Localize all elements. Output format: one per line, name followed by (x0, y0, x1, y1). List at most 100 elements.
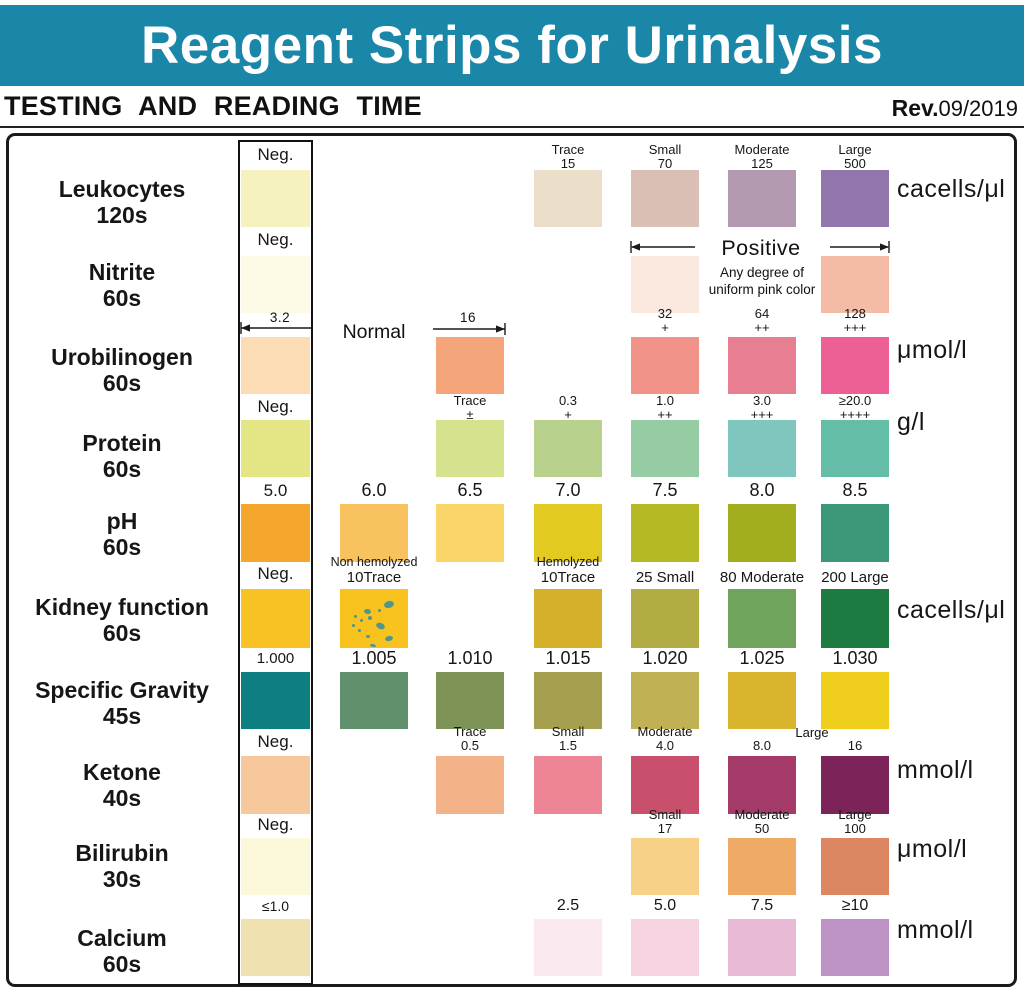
neg-pad-bilirubin (241, 838, 310, 895)
swatch-label-line: 2.5 (556, 897, 580, 914)
neg-pad-protein (241, 420, 310, 477)
header-divider (0, 126, 1024, 128)
swatch-nitrite-col5 (821, 256, 889, 313)
blood-speckle (358, 629, 361, 632)
swatch-label-line: 64 (754, 306, 770, 321)
swatch-label-line: ++ (657, 407, 673, 422)
swatch-protein-col3 (631, 420, 699, 477)
swatch-urobilinogen-col4 (728, 337, 796, 394)
swatch-kidney-function-col4 (728, 589, 796, 648)
swatch-label-line: 8.0 (752, 738, 772, 753)
swatch-label-line: 1.0 (655, 393, 675, 408)
swatch-label-line: Trace (551, 142, 585, 157)
test-name-protein: Protein 60s (82, 430, 162, 482)
unit-bilirubin: μmol/l (897, 835, 968, 863)
swatch-label-line: Hemolyzed (536, 555, 600, 569)
neg-pad-kidney-function (241, 589, 310, 648)
neg-pad-urobilinogen (241, 337, 310, 394)
neg-label-specific-gravity: 1.000 (256, 650, 295, 667)
swatch-label-protein-col5: ≥20.0 ++++ (790, 394, 920, 422)
swatch-label-line: 3.0 (752, 393, 772, 408)
unit-leukocytes: cacells/μl (897, 175, 1006, 203)
test-name-ketone: Ketone 40s (83, 759, 161, 811)
swatch-label-line: Trace (453, 724, 487, 739)
swatch-ph-col0 (340, 504, 408, 562)
swatch-label-ph-col4: 8.0 (697, 481, 827, 500)
swatch-label-line: 1.030 (832, 648, 878, 668)
swatch-bilirubin-col5 (821, 838, 889, 895)
revision-label: Rev. (891, 95, 939, 121)
swatch-bilirubin-col3 (631, 838, 699, 895)
swatch-label-line: 15 (560, 156, 576, 171)
swatch-label-line: 6.0 (361, 480, 387, 500)
swatch-label-line: 4.0 (655, 738, 675, 753)
swatch-label-line: ± (466, 407, 474, 422)
swatch-bilirubin-col4 (728, 838, 796, 895)
test-name-specific-gravity: Specific Gravity 45s (35, 677, 209, 729)
swatch-label-line: +++ (750, 407, 774, 422)
swatch-label-line: 7.5 (750, 897, 774, 914)
swatch-label-ketone-col4: 8.0 (697, 725, 827, 753)
swatch-label-line: 1.5 (558, 738, 578, 753)
swatch-leukocytes-col4 (728, 170, 796, 227)
swatch-label-calcium-col5: ≥10 (790, 897, 920, 915)
swatch-ph-col4 (728, 504, 796, 562)
swatch-label-line: Large (838, 142, 872, 157)
swatch-label-line: Small (551, 724, 585, 739)
swatch-label-line (790, 725, 920, 739)
swatch-kidney-function-col2 (534, 589, 602, 648)
blood-speckle (384, 635, 394, 642)
blood-speckle (368, 616, 372, 620)
neg-pad-calcium (241, 919, 310, 976)
neg-label-nitrite: Neg. (257, 230, 294, 249)
swatch-label-line: Non hemolyzed (330, 555, 418, 569)
swatch-label-bilirubin-col3: Small 17 (600, 808, 730, 836)
swatch-label-specific-gravity-col0: 1.005 (309, 649, 439, 668)
swatch-ketone-col3 (631, 756, 699, 814)
swatch-label-line: 200 Large (821, 568, 889, 586)
swatch-label-line: Moderate (734, 142, 790, 157)
swatch-label-calcium-col3: 5.0 (600, 897, 730, 915)
swatch-label-line: 32 (657, 306, 673, 321)
swatch-label-calcium-col2: 2.5 (503, 897, 633, 915)
swatch-protein-col4 (728, 420, 796, 477)
swatch-label-specific-gravity-col4: 1.025 (697, 649, 827, 668)
swatch-label-specific-gravity-col5: 1.030 (790, 649, 920, 668)
swatch-label-specific-gravity-col1: 1.010 (405, 649, 535, 668)
neg-label-kidney-function: Neg. (257, 564, 294, 583)
swatch-kidney-function-col5 (821, 589, 889, 648)
blood-speckle (354, 615, 357, 618)
neg-pad-specific-gravity (241, 672, 310, 729)
swatch-label-bilirubin-col5: Large 100 (790, 808, 920, 836)
test-name-urobilinogen: Urobilinogen 60s (51, 344, 193, 396)
neg-label-ketone: Neg. (257, 732, 294, 751)
test-name-kidney-function: Kidney function 60s (35, 594, 209, 646)
swatch-label-leukocytes-col2: Trace 15 (503, 143, 633, 171)
swatch-label-line: 10Trace (540, 568, 596, 586)
swatch-calcium-col2 (534, 919, 602, 976)
test-name-nitrite: Nitrite 60s (88, 259, 156, 311)
swatch-label-line: 8.0 (749, 480, 775, 500)
swatch-protein-col1 (436, 420, 504, 477)
swatch-label-line: 7.0 (555, 480, 581, 500)
swatch-specific-gravity-col3 (631, 672, 699, 729)
swatch-ph-col5 (821, 504, 889, 562)
swatch-protein-col2 (534, 420, 602, 477)
unit-ketone: mmol/l (897, 756, 974, 784)
swatch-specific-gravity-col1 (436, 672, 504, 729)
swatch-label-ph-col1: 6.5 (405, 481, 535, 500)
swatch-label-line: 80 Moderate (719, 568, 805, 586)
swatch-specific-gravity-col5 (821, 672, 889, 729)
swatch-label-line: 1.020 (642, 648, 688, 668)
test-name-bilirubin: Bilirubin 30s (75, 840, 169, 892)
swatch-label-urobilinogen-col3: 32 + (600, 307, 730, 335)
swatch-label-line: 100 (844, 821, 866, 836)
swatch-label-line: + (564, 407, 572, 422)
neg-pad-nitrite (241, 256, 310, 313)
swatch-specific-gravity-col4 (728, 672, 796, 729)
neg-label-bilirubin: Neg. (257, 815, 294, 834)
unit-urobilinogen: μmol/l (897, 336, 968, 364)
neg-pad-ph (241, 504, 310, 562)
revision-text: Rev.09/2019 (892, 95, 1018, 122)
